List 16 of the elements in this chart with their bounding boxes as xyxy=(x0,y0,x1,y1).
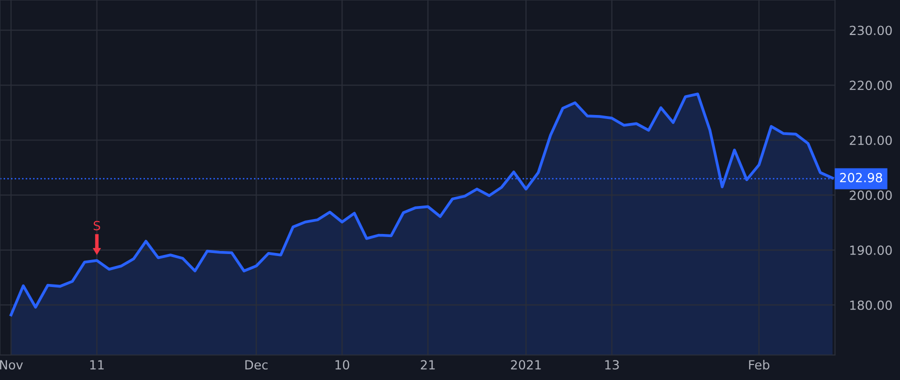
x-tick-label: Dec xyxy=(245,360,268,370)
y-tick-label: 230.00 xyxy=(850,26,892,36)
annotation: S xyxy=(94,220,100,230)
ref-line-label: 202.98 xyxy=(840,172,882,182)
y-tick-label: 210.00 xyxy=(850,136,892,146)
x-tick-label: 13 xyxy=(605,360,619,370)
x-tick-label: 2021 xyxy=(511,360,541,370)
x-tick-label: Nov xyxy=(0,360,23,370)
y-tick-label: 190.00 xyxy=(850,246,892,255)
y-tick-label: 180.00 xyxy=(850,300,892,310)
x-tick-label: 21 xyxy=(420,360,435,370)
y-tick-label: 200.00 xyxy=(850,190,892,200)
x-tick-label: 11 xyxy=(90,360,104,370)
x-tick-label: Feb xyxy=(749,360,770,370)
x-tick-label: 10 xyxy=(336,360,350,370)
y-tick-label: 220.00 xyxy=(850,80,892,90)
